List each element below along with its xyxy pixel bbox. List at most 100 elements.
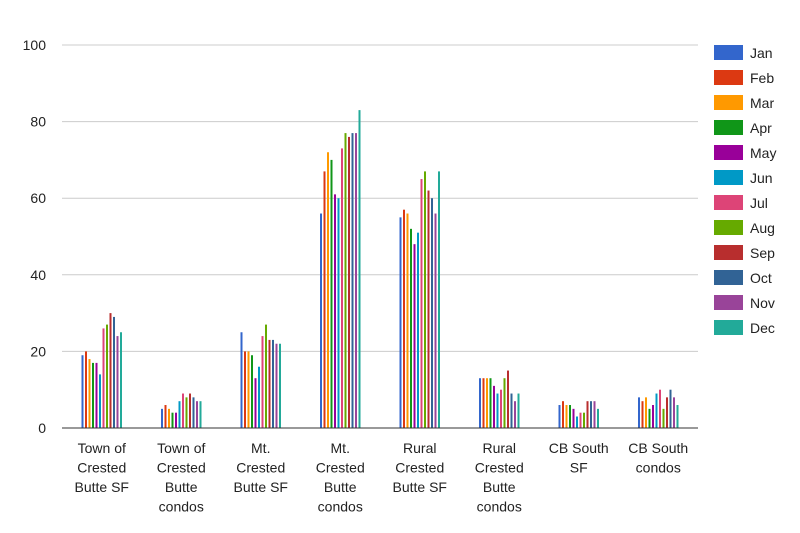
x-tick-label: CB South condos — [628, 440, 688, 476]
legend-label-nov: Nov — [750, 295, 775, 311]
bar-sep-4 — [427, 190, 430, 428]
bar-may-1 — [175, 412, 177, 428]
x-tick-label-line: Crested — [475, 460, 524, 476]
bar-feb-0 — [85, 351, 87, 428]
bar-jun-5 — [496, 393, 499, 428]
y-tick-label: 80 — [30, 114, 46, 130]
bar-aug-3 — [344, 133, 347, 428]
bar-may-3 — [334, 194, 336, 428]
bar-jan-3 — [320, 213, 322, 428]
bar-nov-5 — [514, 401, 516, 428]
legend-swatch-sep — [714, 245, 743, 260]
bar-oct-5 — [510, 393, 513, 428]
legend-label-jul: Jul — [750, 195, 768, 211]
legend-swatch-dec — [714, 320, 743, 335]
legend-swatch-may — [714, 145, 743, 160]
bar-jul-3 — [341, 148, 343, 428]
bar-sep-2 — [268, 339, 271, 428]
legend-swatch-jul — [714, 195, 743, 210]
bar-jan-2 — [240, 332, 243, 428]
legend-swatch-apr — [714, 120, 743, 135]
x-tick-label-line: Crested — [316, 460, 365, 476]
gridlines — [62, 44, 698, 352]
bar-nov-0 — [116, 336, 119, 428]
bar-jan-6 — [558, 405, 561, 428]
legend-label-sep: Sep — [750, 245, 775, 261]
bar-jan-4 — [399, 217, 402, 428]
bar-feb-5 — [482, 378, 485, 428]
legend-label-aug: Aug — [750, 220, 775, 236]
bar-feb-1 — [164, 405, 167, 428]
bar-mar-2 — [247, 351, 250, 428]
bar-apr-5 — [489, 378, 492, 428]
bar-oct-3 — [351, 133, 354, 428]
y-tick-label: 40 — [30, 267, 46, 283]
bar-jan-7 — [638, 397, 640, 428]
bar-nov-7 — [673, 397, 675, 428]
bar-mar-5 — [486, 378, 488, 428]
bar-dec-5 — [517, 393, 520, 428]
legend-label-feb: Feb — [750, 70, 774, 86]
y-tick-label: 100 — [23, 37, 47, 53]
bar-aug-4 — [424, 171, 426, 428]
bar-may-7 — [652, 405, 654, 428]
bar-aug-0 — [106, 324, 108, 428]
bar-jun-6 — [576, 416, 578, 428]
bar-dec-7 — [676, 405, 679, 428]
bar-nov-3 — [355, 133, 357, 428]
bar-jun-1 — [178, 401, 181, 428]
legend-label-mar: Mar — [750, 95, 774, 111]
bar-apr-1 — [171, 412, 174, 428]
bar-dec-2 — [279, 343, 281, 428]
bar-jun-0 — [99, 374, 101, 428]
x-tick-label-line: Crested — [395, 460, 444, 476]
x-tick-label: Rural Crested Butte SF — [393, 440, 447, 495]
x-axis-labels: Town of Crested Butte SF Town of Crested Butt… — [75, 440, 689, 515]
bar-jul-2 — [261, 336, 264, 428]
legend-label-apr: Apr — [750, 120, 772, 136]
bar-dec-4 — [438, 171, 440, 428]
x-tick-label-line: CB South — [549, 440, 609, 456]
bar-apr-6 — [569, 405, 571, 428]
bar-feb-3 — [323, 171, 326, 428]
bar-dec-6 — [597, 408, 599, 428]
bar-dec-1 — [199, 401, 202, 428]
bar-sep-0 — [109, 313, 112, 428]
bar-sep-1 — [189, 393, 191, 428]
bar-sep-5 — [507, 370, 509, 428]
bar-apr-3 — [330, 159, 333, 428]
bar-jul-7 — [659, 389, 661, 428]
bar-oct-7 — [669, 389, 672, 428]
bar-mar-7 — [645, 397, 647, 428]
bar-sep-3 — [348, 136, 350, 429]
bar-aug-1 — [185, 397, 188, 428]
bar-jul-5 — [500, 389, 502, 428]
bar-oct-1 — [192, 397, 195, 428]
bar-dec-0 — [120, 332, 122, 428]
bar-mar-3 — [327, 152, 329, 429]
bar-aug-2 — [265, 324, 267, 428]
bar-apr-7 — [648, 408, 651, 428]
x-tick-label-line: condos — [636, 460, 681, 476]
bar-jun-7 — [655, 393, 658, 428]
bar-may-2 — [254, 378, 257, 428]
bar-jun-3 — [337, 198, 340, 428]
bar-aug-6 — [583, 412, 585, 428]
x-tick-label-line: Town of — [157, 440, 205, 456]
x-tick-label-line: CB South — [628, 440, 688, 456]
y-tick-label: 20 — [30, 343, 46, 359]
bar-mar-6 — [565, 405, 568, 428]
x-tick-label-line: Mt. — [251, 440, 270, 456]
bar-apr-2 — [251, 355, 253, 428]
bar-mar-0 — [88, 359, 91, 428]
bar-dec-3 — [358, 110, 361, 429]
bar-sep-6 — [586, 401, 589, 428]
bar-feb-4 — [403, 209, 405, 428]
bar-feb-6 — [562, 401, 564, 428]
bar-may-4 — [413, 244, 416, 428]
bar-feb-7 — [641, 401, 644, 428]
bar-jul-4 — [420, 179, 423, 428]
bar-feb-2 — [244, 351, 246, 428]
x-tick-label-line: Rural — [403, 440, 436, 456]
